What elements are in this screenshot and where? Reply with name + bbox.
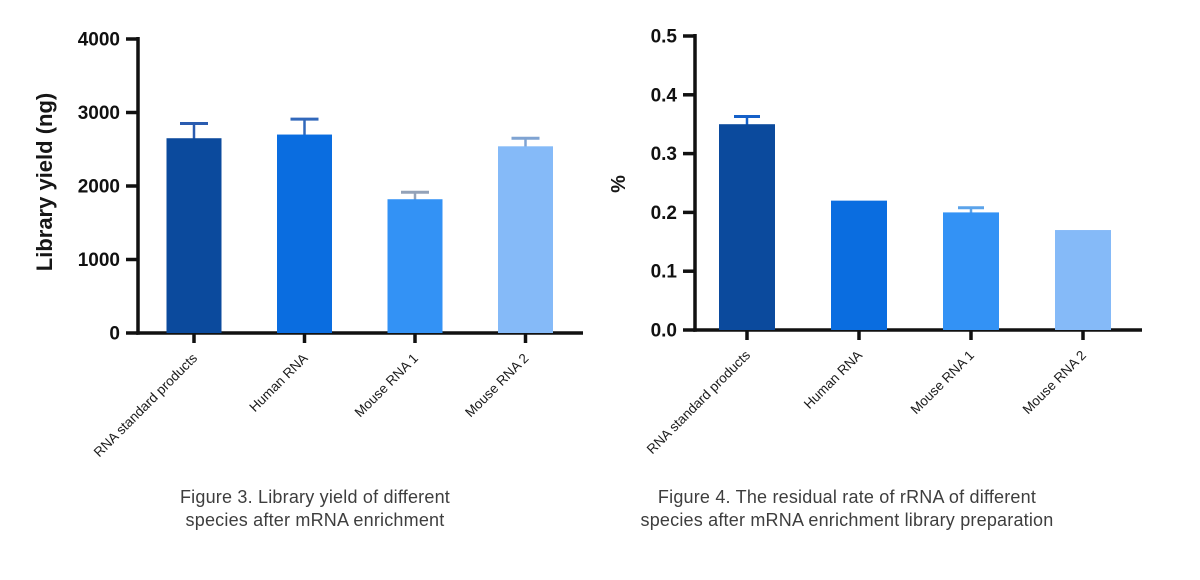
- x-category-label-mouse-rna-1: Mouse RNA 1: [352, 351, 422, 421]
- library-yield-bar-chart: 0 1000 2000 3000 4000 RNA standard products Hu…: [32, 30, 583, 460]
- y-tick-label: 1000: [78, 250, 120, 271]
- x-category-label-mouse-rna-2: Mouse RNA 2: [462, 351, 532, 421]
- bar-human-rna: [277, 134, 332, 333]
- bar-mouse-rna-1: [387, 199, 443, 333]
- x-category-label-rna-standard-products: RNA standard products: [644, 347, 753, 456]
- y-tick-label: 0.4: [651, 85, 678, 106]
- y-tick-label: 3000: [78, 103, 120, 124]
- y-axis-title: Library yield (ng): [32, 93, 57, 271]
- figure3-caption-line1: Figure 3. Library yield of different: [179, 487, 450, 507]
- y-tick-label: 2000: [78, 177, 120, 198]
- bar-mouse-rna-1: [943, 212, 999, 330]
- bar-mouse-rna-2: [498, 146, 553, 333]
- bar-human-rna: [831, 200, 887, 330]
- figure3-caption-line2: species after mRNA enrichment: [185, 510, 445, 530]
- figure3-caption: Figure 3. Library yield of different spe…: [90, 486, 540, 532]
- y-tick-label: 0.0: [651, 321, 677, 342]
- x-category-label-rna-standard-products: RNA standard products: [91, 350, 200, 459]
- rrna-residual-rate-bar-chart: 0.0 0.1 0.2 0.3 0.4 0.5 RNA standard products H…: [608, 27, 1142, 457]
- x-category-label-human-rna: Human RNA: [246, 351, 310, 415]
- y-tick-label: 0: [109, 324, 120, 345]
- y-tick-label: 4000: [78, 30, 120, 51]
- y-tick-label: 0.1: [651, 262, 678, 283]
- y-tick-label: 0.5: [651, 27, 678, 48]
- bar-rna-standard-products: [719, 124, 775, 330]
- figure4-caption: Figure 4. The residual rate of rRNA of d…: [612, 486, 1082, 532]
- bar-mouse-rna-2: [1055, 230, 1111, 330]
- x-category-label-mouse-rna-2: Mouse RNA 2: [1020, 348, 1090, 418]
- y-tick-label: 0.3: [651, 144, 677, 165]
- figure4-caption-line2: species after mRNA enrichment library pr…: [640, 510, 1054, 530]
- y-axis-title: %: [608, 175, 630, 193]
- y-tick-label: 0.2: [651, 203, 677, 224]
- figure4-caption-line1: Figure 4. The residual rate of rRNA of d…: [657, 487, 1037, 507]
- x-category-label-mouse-rna-1: Mouse RNA 1: [908, 348, 978, 418]
- bar-rna-standard-products: [166, 138, 222, 333]
- x-category-label-human-rna: Human RNA: [801, 348, 865, 412]
